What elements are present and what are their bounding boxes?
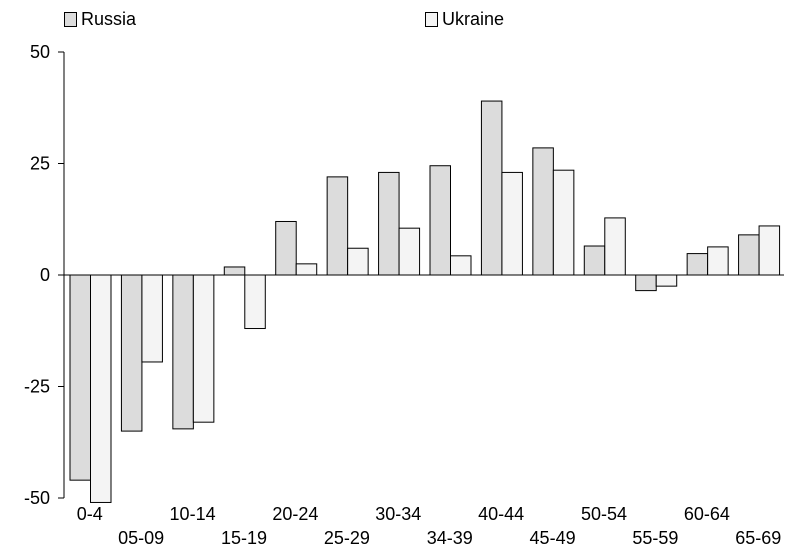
bar-russia-50-54	[583, 245, 606, 276]
x-tick-label: 30-34	[375, 504, 421, 524]
bar-russia-30-34	[378, 171, 400, 276]
legend-label-ukraine: Ukraine	[442, 9, 505, 29]
bar-ukraine-10-14	[192, 274, 215, 423]
x-tick-label: 40-44	[478, 504, 524, 524]
bar-russia-55-59	[635, 274, 657, 292]
bar-ukraine-30-34	[398, 227, 421, 276]
x-tick-label: 55-59	[632, 528, 678, 548]
bar-russia-0-4	[69, 274, 91, 481]
legend-swatch-ukraine	[425, 12, 438, 27]
legend-label-russia: Russia	[81, 9, 137, 29]
y-tick-label: -25	[24, 377, 50, 397]
bar-ukraine-55-59	[655, 274, 678, 287]
bar-ukraine-50-54	[604, 217, 626, 276]
bar-russia-25-29	[326, 176, 349, 276]
bar-ukraine-25-29	[347, 247, 369, 276]
bar-russia-10-14	[172, 274, 194, 430]
legend-item-ukraine: Ukraine	[425, 9, 504, 30]
y-tick-label: -50	[24, 488, 50, 508]
x-tick-label: 60-64	[684, 504, 730, 524]
x-tick-label: 65-69	[735, 528, 781, 548]
bar-ukraine-45-49	[552, 169, 575, 276]
x-tick-label: 45-49	[530, 528, 576, 548]
y-tick-label: 0	[40, 265, 50, 285]
y-tick-label: 50	[30, 42, 50, 62]
bar-russia-05-09	[120, 274, 143, 432]
legend-swatch-russia	[64, 12, 77, 27]
bar-russia-34-39	[429, 165, 451, 276]
bar-russia-40-44	[480, 100, 503, 276]
x-tick-label: 10-14	[170, 504, 216, 524]
bar-russia-20-24	[275, 220, 297, 276]
x-tick-label: 20-24	[272, 504, 318, 524]
legend-item-russia: Russia	[64, 9, 136, 30]
bar-ukraine-0-4	[90, 274, 112, 503]
bar-ukraine-05-09	[141, 274, 163, 363]
x-tick-label: 34-39	[427, 528, 473, 548]
bar-ukraine-34-39	[450, 255, 472, 276]
bar-russia-15-19	[223, 266, 246, 276]
bar-ukraine-65-69	[758, 225, 781, 276]
bar-ukraine-60-64	[707, 246, 729, 276]
bar-ukraine-15-19	[244, 274, 266, 330]
x-tick-label: 25-29	[324, 528, 370, 548]
y-tick-label: 25	[30, 154, 50, 174]
x-tick-label: 15-19	[221, 528, 267, 548]
bar-russia-60-64	[686, 253, 709, 276]
bar-ukraine-20-24	[295, 263, 318, 276]
bar-russia-65-69	[738, 234, 760, 276]
x-tick-label: 50-54	[581, 504, 627, 524]
bar-ukraine-40-44	[501, 171, 523, 276]
x-tick-label: 0-4	[77, 504, 103, 524]
x-tick-label: 05-09	[118, 528, 164, 548]
bar-russia-45-49	[532, 147, 554, 276]
